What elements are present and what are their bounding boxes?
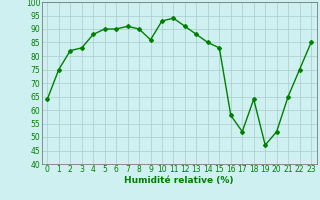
X-axis label: Humidité relative (%): Humidité relative (%) [124,176,234,185]
